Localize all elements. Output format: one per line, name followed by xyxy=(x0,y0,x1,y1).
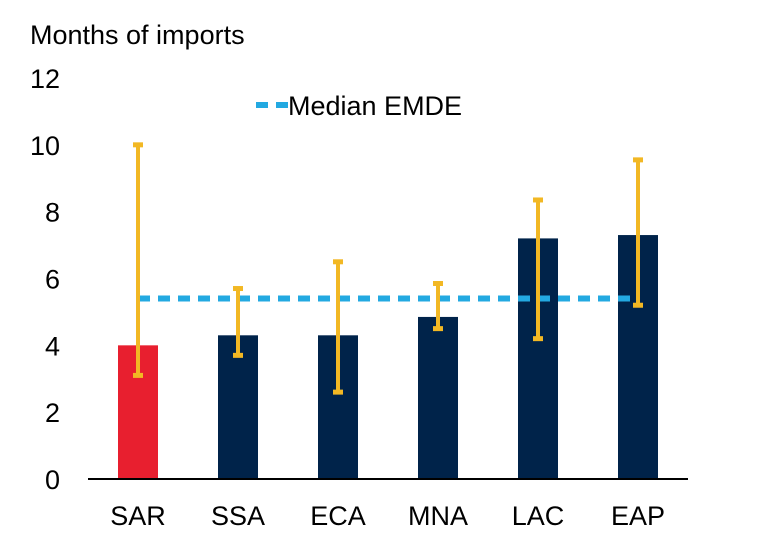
y-tick-label: 12 xyxy=(30,64,60,94)
x-axis-ticks: SAR SSA ECA MNA LAC EAP xyxy=(110,501,665,531)
y-tick-label: 0 xyxy=(45,465,60,495)
error-bar-sar xyxy=(133,142,143,378)
x-tick-label: ECA xyxy=(310,501,366,531)
error-bar-eca xyxy=(333,259,343,395)
error-bars xyxy=(133,142,643,395)
y-tick-label: 10 xyxy=(30,131,60,161)
x-tick-label: SAR xyxy=(110,501,166,531)
y-tick-label: 6 xyxy=(45,265,60,295)
error-bar-eap xyxy=(633,157,643,308)
x-tick-label: MNA xyxy=(408,501,468,531)
legend: Median EMDE xyxy=(256,91,462,121)
x-tick-label: SSA xyxy=(211,501,265,531)
legend-label-median-emde: Median EMDE xyxy=(288,91,462,121)
y-axis-ticks: 0 2 4 6 8 10 12 xyxy=(30,64,60,495)
y-tick-label: 2 xyxy=(45,398,60,428)
error-bar-lac xyxy=(533,197,543,342)
y-tick-label: 8 xyxy=(45,198,60,228)
bar-mna xyxy=(418,316,458,479)
x-tick-label: LAC xyxy=(512,501,565,531)
y-axis-unit-label: Months of imports xyxy=(30,20,245,50)
error-bar-ssa xyxy=(233,286,243,358)
error-bar-mna xyxy=(433,281,443,332)
x-tick-label: EAP xyxy=(611,501,665,531)
y-tick-label: 4 xyxy=(45,331,60,361)
bar-ssa xyxy=(218,335,258,479)
bars xyxy=(118,235,658,479)
